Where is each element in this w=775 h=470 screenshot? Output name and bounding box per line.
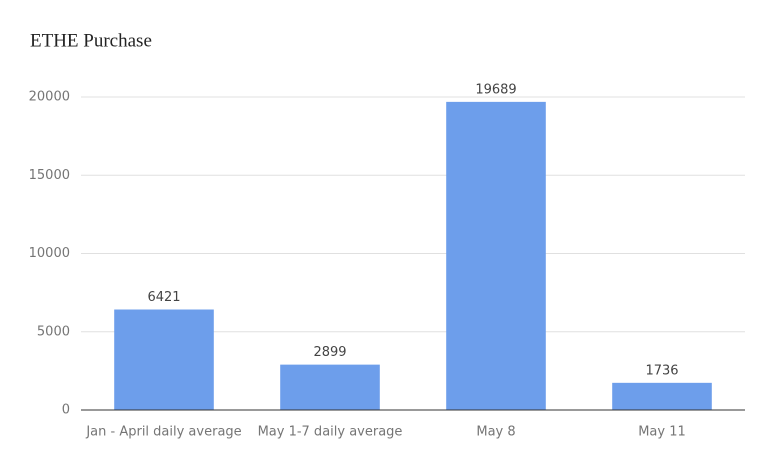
y-tick-label: 15000 [29,168,70,183]
bar [446,101,546,410]
x-tick-label: Jan - April daily average [85,425,241,440]
bar [114,309,214,410]
bar [280,364,380,410]
data-label: 19689 [475,82,516,97]
y-tick-label: 5000 [37,324,70,339]
y-tick-label: 0 [62,403,70,418]
data-label: 6421 [147,290,180,305]
data-label: 2899 [313,345,346,360]
x-tick-label: May 11 [638,425,686,440]
bar [612,382,712,410]
y-tick-label: 10000 [29,246,70,261]
chart-title: ETHE Purchase [30,30,152,51]
data-label: 1736 [645,363,678,378]
x-tick-label: May 8 [476,425,515,440]
x-tick-label: May 1-7 daily average [258,425,403,440]
y-tick-label: 20000 [29,90,70,105]
